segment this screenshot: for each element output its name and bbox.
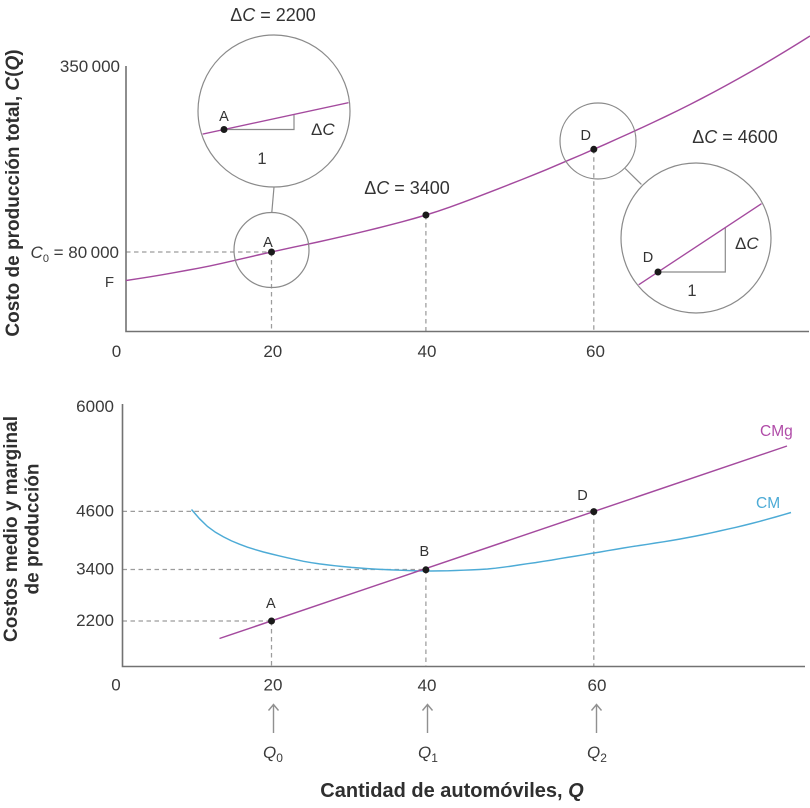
svg-text:1: 1 [257, 150, 266, 168]
svg-text:60: 60 [586, 342, 605, 361]
svg-text:3400: 3400 [76, 560, 114, 579]
svg-text:0: 0 [111, 676, 120, 695]
svg-text:Costos medio y marginal: Costos medio y marginal [1, 416, 22, 642]
svg-text:350 000: 350 000 [60, 57, 120, 76]
svg-text:Q0: Q0 [263, 743, 283, 765]
svg-text:A: A [219, 109, 229, 125]
svg-text:ΔC = 3400: ΔC = 3400 [364, 178, 450, 198]
svg-text:40: 40 [418, 342, 437, 361]
svg-text:ΔC = 4600: ΔC = 4600 [692, 127, 778, 147]
svg-text:20: 20 [263, 342, 282, 361]
svg-text:ΔC: ΔC [311, 120, 335, 139]
svg-text:CMg: CMg [760, 423, 793, 440]
svg-text:40: 40 [418, 676, 437, 695]
svg-text:Q1: Q1 [418, 743, 438, 765]
svg-text:60: 60 [588, 676, 607, 695]
svg-text:20: 20 [264, 676, 283, 695]
svg-text:D: D [643, 250, 653, 266]
svg-text:B: B [419, 544, 429, 560]
svg-text:F: F [105, 274, 114, 291]
svg-text:4600: 4600 [76, 502, 114, 521]
svg-text:2200: 2200 [76, 611, 114, 630]
svg-text:Cantidad de automóviles, Q: Cantidad de automóviles, Q [320, 780, 584, 802]
svg-text:CM: CM [756, 495, 780, 512]
svg-text:Q2: Q2 [587, 743, 607, 765]
svg-text:Costo de producción total, C(Q: Costo de producción total, C(Q) [3, 49, 24, 336]
svg-text:1: 1 [687, 282, 696, 300]
svg-text:0: 0 [112, 342, 121, 361]
svg-text:A: A [263, 235, 273, 251]
svg-text:6000: 6000 [76, 397, 114, 416]
svg-text:ΔC = 2200: ΔC = 2200 [230, 5, 316, 25]
svg-text:C0 = 80 000: C0 = 80 000 [31, 243, 119, 265]
svg-text:ΔC: ΔC [735, 234, 759, 253]
svg-text:D: D [581, 128, 591, 144]
svg-text:de producción: de producción [23, 464, 44, 595]
svg-text:D: D [577, 488, 587, 504]
svg-text:A: A [266, 596, 276, 612]
